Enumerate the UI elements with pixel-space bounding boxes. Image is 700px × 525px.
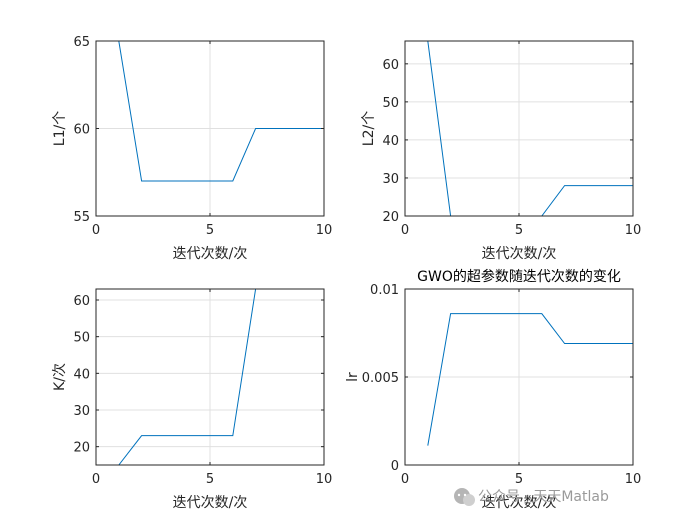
y-tick-label: 0.01 <box>370 283 399 298</box>
data-series-line <box>118 41 324 182</box>
x-tick-label: 5 <box>206 472 214 487</box>
y-tick-label: 50 <box>382 96 399 111</box>
y-tick-label: 50 <box>73 331 90 346</box>
y-tick-label: 65 <box>73 35 90 50</box>
subplot-2: 0 5 10 20 30 40 50 60 迭代次数/次 L2/个 <box>361 40 642 262</box>
y-tick-label: 60 <box>73 294 90 309</box>
y-tick-label: 20 <box>73 441 90 456</box>
y-tick-label: 60 <box>382 58 399 73</box>
wechat-icon <box>454 488 475 506</box>
y-axis-label: K/次 <box>52 363 68 391</box>
x-tick-label: 0 <box>401 223 409 238</box>
watermark: 公众号 · 天天Matlab <box>454 488 609 506</box>
data-series-line <box>118 289 324 465</box>
y-tick-label: 30 <box>382 172 399 187</box>
x-axis-label: 迭代次数/次 <box>482 495 557 511</box>
y-axis-label: L2/个 <box>361 111 377 146</box>
x-tick-label: 5 <box>515 223 523 238</box>
x-axis-label: 迭代次数/次 <box>482 246 557 262</box>
x-tick-label: 10 <box>316 472 333 487</box>
subplot-1: 0 5 10 55 60 65 迭代次数/次 L1/个 <box>52 35 332 262</box>
x-tick-label: 0 <box>401 472 409 487</box>
x-tick-label: 10 <box>625 472 642 487</box>
plot-title: GWO的超参数随迭代次数的变化 <box>417 268 621 285</box>
y-tick-label: 40 <box>73 367 90 382</box>
data-series-line <box>427 313 633 446</box>
y-tick-label: 55 <box>73 210 90 225</box>
x-tick-label: 5 <box>206 223 214 238</box>
subplot-4: 0 5 10 0 0.005 0.01 迭代次数/次 lr GWO的超参数随迭代次数的变化 <box>345 268 641 511</box>
x-axis-label: 迭代次数/次 <box>173 246 248 262</box>
x-tick-label: 0 <box>92 472 100 487</box>
y-tick-label: 20 <box>382 210 399 225</box>
data-series-line <box>427 41 633 216</box>
x-tick-label: 10 <box>625 223 642 238</box>
y-tick-label: 30 <box>73 404 90 419</box>
watermark-text: 公众号 · 天天Matlab <box>478 489 609 505</box>
y-tick-label: 60 <box>73 123 90 138</box>
y-axis-label: lr <box>345 372 361 382</box>
y-tick-label: 40 <box>382 134 399 149</box>
subplot-3: 0 5 10 20 30 40 50 60 迭代次数/次 K/次 <box>52 288 333 511</box>
x-tick-label: 0 <box>92 223 100 238</box>
y-tick-label: 0.005 <box>362 371 399 386</box>
x-tick-label: 10 <box>316 223 333 238</box>
y-axis-label: L1/个 <box>52 111 68 146</box>
x-axis-label: 迭代次数/次 <box>173 495 248 511</box>
y-tick-label: 0 <box>391 459 399 474</box>
x-tick-label: 5 <box>515 472 523 487</box>
